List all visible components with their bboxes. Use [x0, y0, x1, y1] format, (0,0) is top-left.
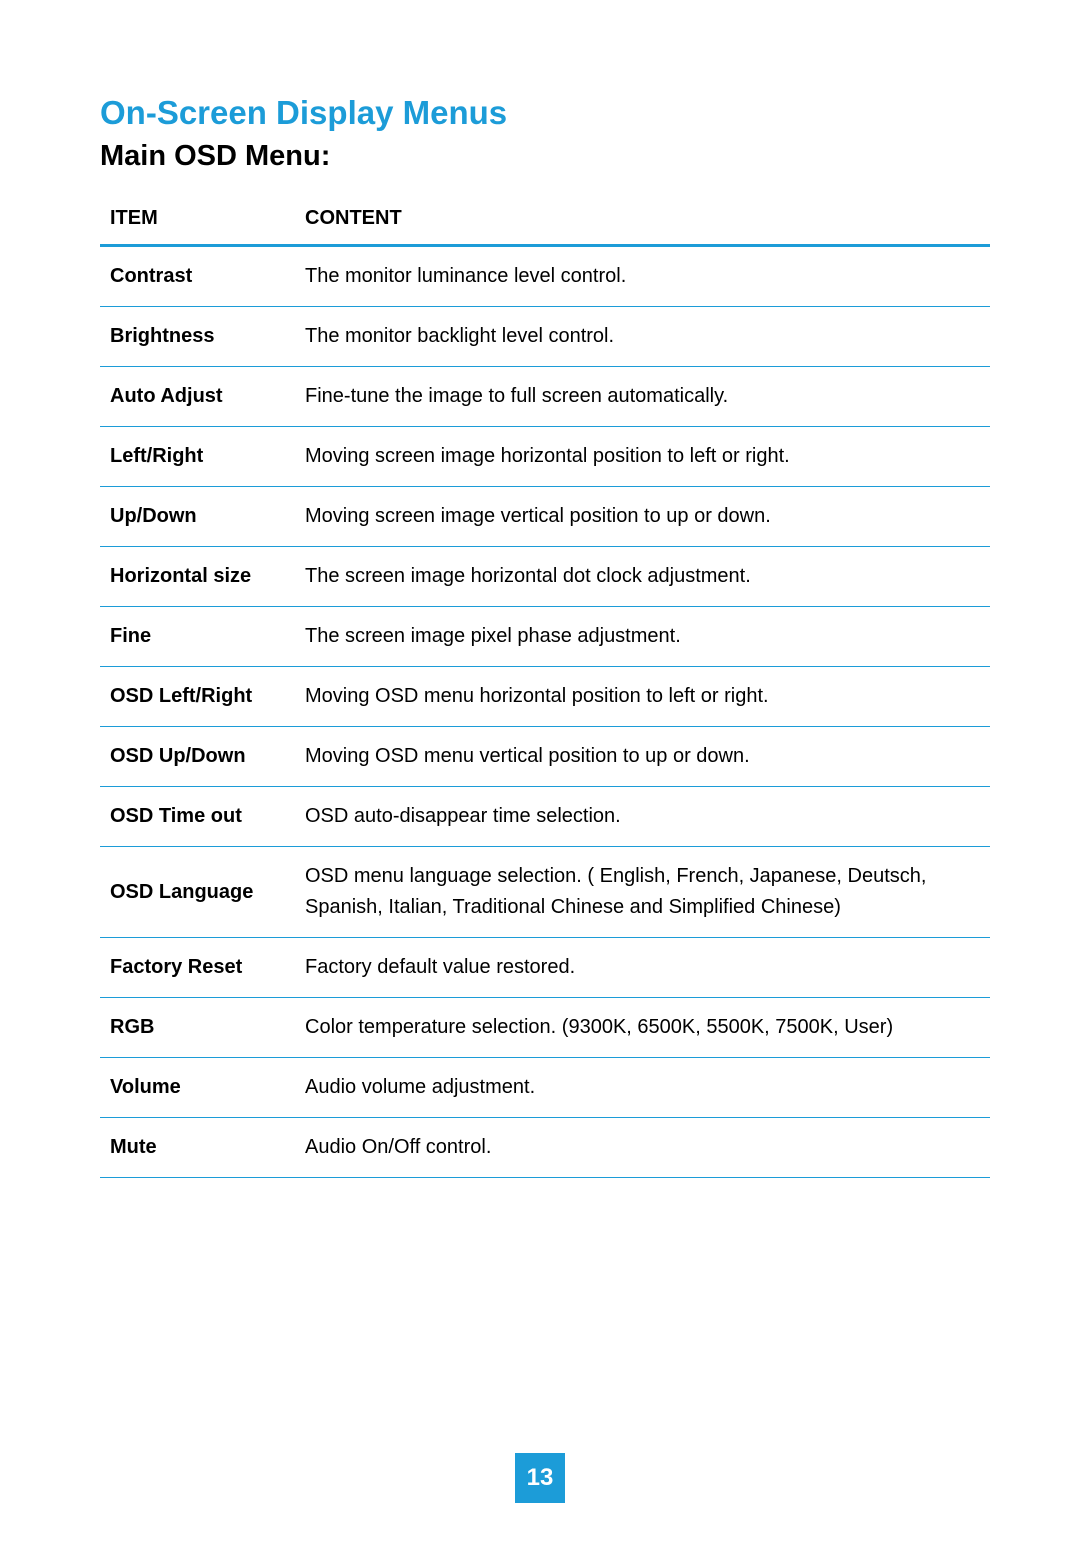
table-cell-content: Moving screen image vertical position to…	[295, 487, 990, 547]
table-cell-item: Factory Reset	[100, 938, 295, 998]
table-cell-content: Audio volume adjustment.	[295, 1058, 990, 1118]
table-row: RGBColor temperature selection. (9300K, …	[100, 998, 990, 1058]
table-row: BrightnessThe monitor backlight level co…	[100, 307, 990, 367]
table-row: Horizontal sizeThe screen image horizont…	[100, 547, 990, 607]
page-number-badge: 13	[515, 1453, 565, 1503]
table-row: MuteAudio On/Off control.	[100, 1118, 990, 1178]
page-subtitle: Main OSD Menu:	[100, 140, 990, 173]
table-row: OSD Time outOSD auto-disappear time sele…	[100, 787, 990, 847]
table-cell-item: OSD Left/Right	[100, 667, 295, 727]
table-cell-item: RGB	[100, 998, 295, 1058]
table-cell-item: OSD Up/Down	[100, 727, 295, 787]
table-cell-content: The screen image pixel phase adjustment.	[295, 607, 990, 667]
table-cell-item: OSD Language	[100, 847, 295, 938]
table-row: OSD Up/DownMoving OSD menu vertical posi…	[100, 727, 990, 787]
table-row: ContrastThe monitor luminance level cont…	[100, 246, 990, 307]
table-cell-content: Color temperature selection. (9300K, 650…	[295, 998, 990, 1058]
table-cell-item: Brightness	[100, 307, 295, 367]
table-row: OSD LanguageOSD menu language selection.…	[100, 847, 990, 938]
table-cell-content: Audio On/Off control.	[295, 1118, 990, 1178]
table-cell-item: Volume	[100, 1058, 295, 1118]
table-cell-content: OSD auto-disappear time selection.	[295, 787, 990, 847]
table-header-item: ITEM	[100, 195, 295, 246]
table-row: Left/RightMoving screen image horizontal…	[100, 427, 990, 487]
table-cell-item: Fine	[100, 607, 295, 667]
table-cell-item: Mute	[100, 1118, 295, 1178]
table-row: Up/DownMoving screen image vertical posi…	[100, 487, 990, 547]
table-row: OSD Left/RightMoving OSD menu horizontal…	[100, 667, 990, 727]
table-cell-item: Auto Adjust	[100, 367, 295, 427]
page-title: On-Screen Display Menus	[100, 94, 990, 132]
table-cell-content: Fine-tune the image to full screen autom…	[295, 367, 990, 427]
table-cell-content: Moving OSD menu vertical position to up …	[295, 727, 990, 787]
table-cell-item: Left/Right	[100, 427, 295, 487]
table-cell-item: Contrast	[100, 246, 295, 307]
table-cell-content: The monitor luminance level control.	[295, 246, 990, 307]
table-row: Factory ResetFactory default value resto…	[100, 938, 990, 998]
table-cell-content: Factory default value restored.	[295, 938, 990, 998]
table-cell-item: Horizontal size	[100, 547, 295, 607]
table-cell-content: Moving OSD menu horizontal position to l…	[295, 667, 990, 727]
table-cell-item: OSD Time out	[100, 787, 295, 847]
table-cell-item: Up/Down	[100, 487, 295, 547]
table-cell-content: The screen image horizontal dot clock ad…	[295, 547, 990, 607]
document-page: On-Screen Display Menus Main OSD Menu: I…	[0, 0, 1080, 1178]
table-header-row: ITEM CONTENT	[100, 195, 990, 246]
osd-menu-table: ITEM CONTENT ContrastThe monitor luminan…	[100, 195, 990, 1178]
table-row: FineThe screen image pixel phase adjustm…	[100, 607, 990, 667]
table-cell-content: Moving screen image horizontal position …	[295, 427, 990, 487]
table-row: Auto AdjustFine-tune the image to full s…	[100, 367, 990, 427]
table-row: VolumeAudio volume adjustment.	[100, 1058, 990, 1118]
table-cell-content: OSD menu language selection. ( English, …	[295, 847, 990, 938]
table-cell-content: The monitor backlight level control.	[295, 307, 990, 367]
table-header-content: CONTENT	[295, 195, 990, 246]
